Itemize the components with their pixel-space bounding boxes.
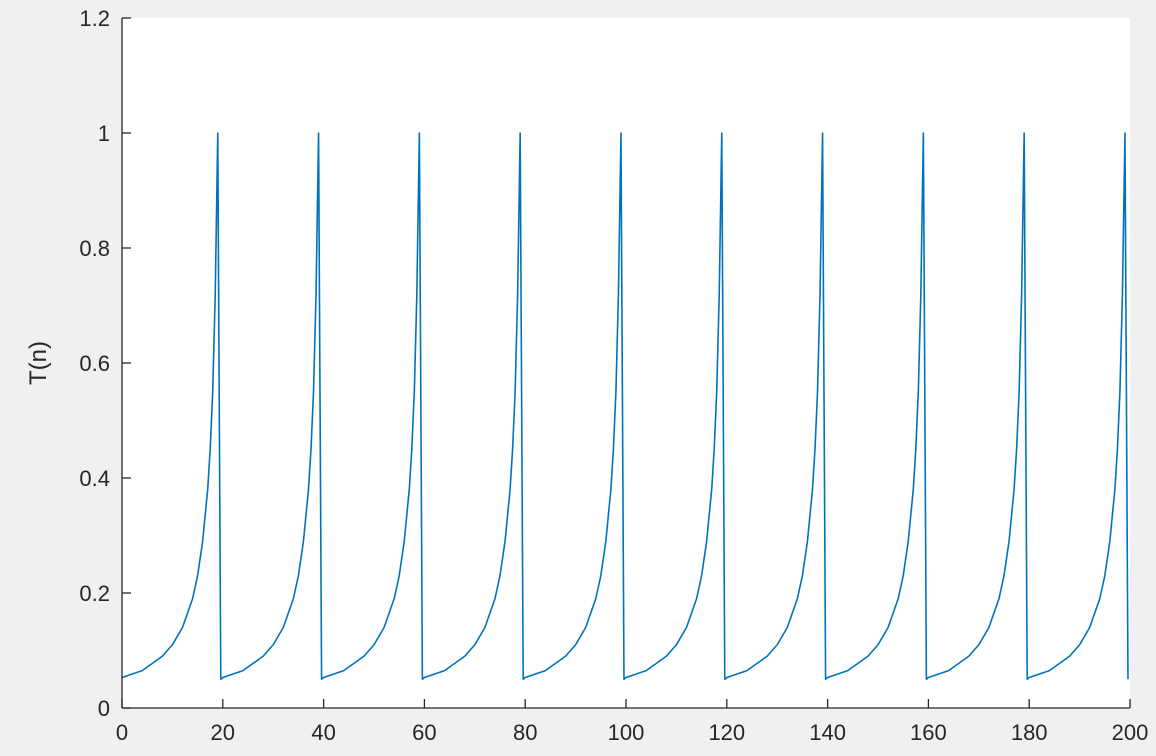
y-tick-label: 0.2 <box>79 581 110 606</box>
x-tick-label: 180 <box>1011 720 1048 745</box>
x-tick-label: 160 <box>910 720 947 745</box>
x-tick-label: 60 <box>412 720 436 745</box>
y-tick-label: 0.6 <box>79 351 110 376</box>
x-tick-label: 100 <box>608 720 645 745</box>
ticks-layer: 0 20 40 60 80 100 120 140 160 180 200 0 0.2 0.4 0.6 0.8… <box>79 6 1148 745</box>
x-tick-label: 120 <box>708 720 745 745</box>
y-tick-label: 0.8 <box>79 236 110 261</box>
y-tick-label: 1 <box>98 121 110 146</box>
x-tick-label: 140 <box>809 720 846 745</box>
y-tick-label: 0.4 <box>79 466 110 491</box>
x-tick-label: 40 <box>311 720 335 745</box>
x-tick-label: 0 <box>116 720 128 745</box>
series-line <box>121 132 1129 681</box>
y-axis-title: T(n) <box>25 341 52 385</box>
x-tick-label: 80 <box>513 720 537 745</box>
plot-area <box>122 18 1130 708</box>
y-tick-label: 1.2 <box>79 6 110 31</box>
y-tick-label: 0 <box>98 696 110 721</box>
x-tick-label: 200 <box>1112 720 1149 745</box>
x-tick-label: 20 <box>211 720 235 745</box>
series-layer <box>121 132 1129 681</box>
